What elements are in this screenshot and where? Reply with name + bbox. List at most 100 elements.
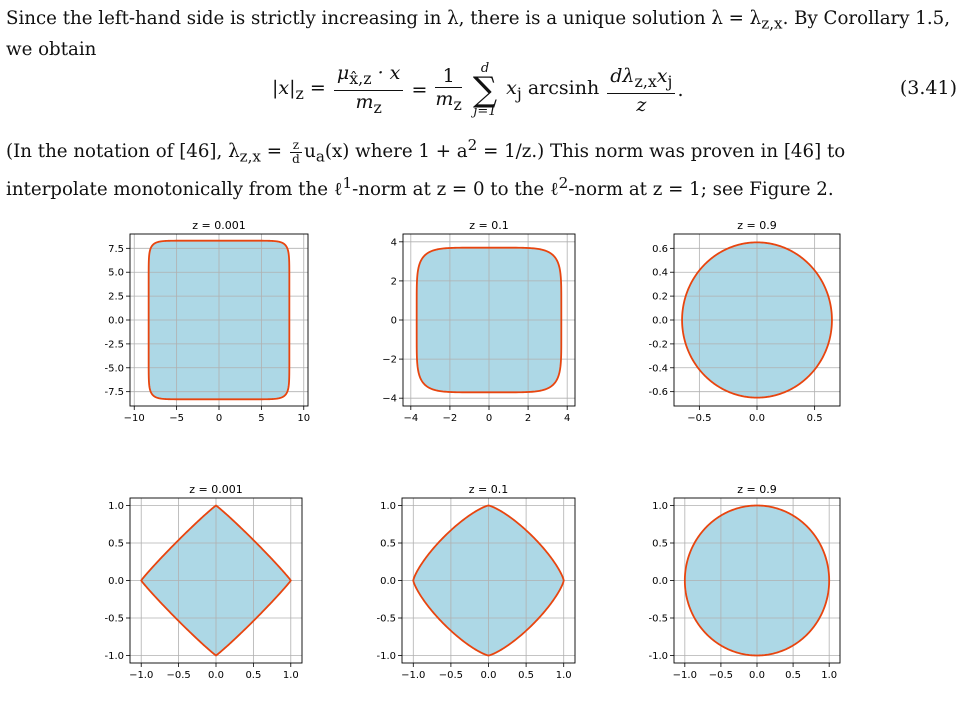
y-tick-label: -5.0 [104,363,124,374]
x-tick-label: −0.5 [687,413,711,424]
y-tick-label: 4 [391,237,397,248]
y-tick-label: 1.0 [108,501,124,512]
subplot-title: z = 0.1 [469,483,508,496]
eq-frac3-den: z [636,93,647,116]
x-tick-label: 0.5 [245,670,261,681]
x-tick-label: 0.0 [208,670,224,681]
y-tick-label: 0.0 [380,576,396,587]
p2-line1a: (In the notation of [46], λ [6,141,240,163]
paragraph-1: Since the left-hand side is strictly inc… [6,6,956,63]
eq-func: arcsinh [527,77,600,100]
y-tick-label: -0.4 [648,363,668,374]
y-tick-label: 0.0 [652,316,668,327]
sigma-symbol: ∑ [472,70,498,111]
y-tick-label: −2 [382,355,397,366]
subplot-title: z = 0.001 [189,483,242,496]
x-tick-label: 0.5 [807,413,823,424]
subplot-title: z = 0.001 [192,219,245,232]
y-tick-label: -0.5 [376,614,396,625]
x-tick-label: −5 [169,413,184,424]
y-tick-label: 0.5 [108,539,124,550]
y-tick-label: 7.5 [108,244,124,255]
p2-line2a-sup: 1 [342,173,353,192]
eq-frac1-num-rest: · x [371,62,401,84]
y-tick-label: 0.4 [652,268,668,279]
p1-line1-end: . By Corollary 1.5, [782,8,951,29]
x-tick-label: −0.5 [439,670,463,681]
subplot-title: z = 0.1 [469,219,508,232]
y-tick-label: 0.5 [380,539,396,550]
p2-line1b: = [260,141,288,163]
y-tick-label: 1.0 [652,501,668,512]
subplot-title: z = 0.9 [737,219,776,232]
paragraph-2: (In the notation of [46], λz,x = z d ua(x)… [6,132,956,203]
eq-frac2: 1 mz [435,65,462,116]
x-tick-label: 0 [216,413,222,424]
equation-number: (3.41) [899,77,957,99]
eq-sum-top: d [480,61,490,77]
p1-line1: Since the left-hand side is strictly inc… [6,8,762,29]
x-tick-label: −1.0 [673,670,697,681]
y-tick-label: 2.5 [108,292,124,303]
x-tick-label: 0 [486,413,492,424]
eq-frac3-num-rest: x [656,64,668,87]
p2-frac-num: z [289,138,303,153]
p2-frac-den: d [292,151,300,166]
y-tick-label: 5.0 [108,268,124,279]
subplot-6: −1.0 −0.5 0.0 0.5 1.0 -1.0 -0.5 0.0 0.5 1.0 z = 0.… [648,483,841,681]
y-tick-label: 0.5 [652,539,668,550]
eq-frac1-num-sub: x̂,z [349,68,372,88]
x-tick-label: −4 [403,413,418,424]
x-tick-label: 1.0 [821,670,837,681]
eq-frac2-den-sub: z [453,94,462,114]
eq-frac2-num: 1 [435,65,462,88]
x-tick-label: 4 [564,413,570,424]
eq-frac3-num: dλ [610,64,635,87]
norm-ball-boundary [683,504,831,657]
y-tick-label: -7.5 [104,387,124,398]
y-tick-label: -2.5 [104,339,124,350]
eq-frac1-num: μ [336,62,350,84]
y-tick-label: 0.0 [652,576,668,587]
x-tick-label: −2 [443,413,458,424]
subplot-1: −10 −5 0 5 10 -7.5 -5.0 -2.5 0.0 2.5 5.0 7.5 z = 0.0… [104,219,310,424]
p2-line2c: -norm at z = 1; see Figure 2. [568,178,834,200]
norm-ball-boundary [412,504,565,657]
y-tick-label: 2 [391,276,397,287]
eq-sum-bottom: j=1 [473,104,497,120]
norm-ball-boundary [681,241,833,399]
y-tick-label: -1.0 [376,651,396,662]
eq-sum: d ∑ j=1 [473,62,497,118]
p2-line1-sub: z,x [239,147,261,166]
y-tick-label: -1.0 [104,651,124,662]
eq-lhs: |x| [272,77,296,100]
y-tick-label: -0.5 [648,614,668,625]
y-tick-label: -0.5 [104,614,124,625]
y-tick-label: 0.0 [108,576,124,587]
eq-lhs-sub: z [295,84,304,104]
x-tick-label: 10 [297,413,310,424]
subplot-2: −4 −2 0 2 4 −4 −2 0 2 4 z = 0.1 [382,219,576,424]
y-tick-label: 0.6 [652,244,668,255]
y-tick-label: -0.6 [648,387,668,398]
subplot-3: −0.5 0.0 0.5 -0.6 -0.4 -0.2 0.0 0.2 0.4 0.6 z = 0.… [648,219,841,424]
p1-line1-sub: z,x [761,14,783,33]
y-tick-label: 0.0 [108,316,124,327]
eq-frac1-den: m [355,90,374,113]
x-tick-label: 5 [258,413,264,424]
y-tick-label: 1.0 [380,501,396,512]
y-tick-label: -1.0 [648,651,668,662]
eq-term-sub: j [516,84,522,104]
x-tick-label: −10 [124,413,145,424]
x-tick-label: 0.5 [785,670,801,681]
p2-line2b-sup: 2 [558,173,569,192]
p2-line1c-sub: a [315,147,325,166]
norm-ball-boundary [415,246,563,394]
eq-frac1: μx̂,z · x mz [333,62,404,119]
x-tick-label: 0.5 [518,670,534,681]
p2-line1d-sup: 2 [467,136,478,154]
p2-line1e: = 1/z.) This norm was proven in [46] to [477,141,846,163]
eq-frac1-den-sub: z [373,97,382,117]
x-tick-label: −1.0 [401,670,425,681]
